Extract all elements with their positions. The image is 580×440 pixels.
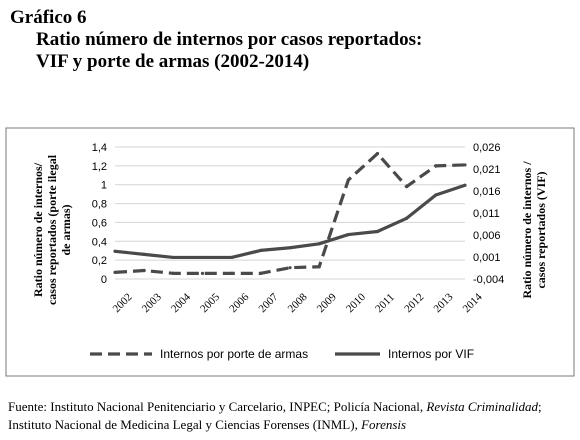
y-left-tick-label: 0,4 (92, 236, 107, 248)
data-point (463, 163, 467, 167)
x-tick-label: 2006 (227, 291, 251, 315)
x-tick-label: 2008 (286, 291, 310, 315)
chart-header: Gráfico 6 Ratio número de internos por c… (10, 6, 422, 73)
data-point (405, 185, 409, 189)
y-right-tick-label: 0,021 (473, 164, 501, 176)
legend: Internos por porte de armas Internos por … (90, 347, 474, 361)
legend-label: Internos por VIF (388, 347, 474, 361)
y-right-tick-label: -0,004 (473, 274, 504, 286)
chart-title-line-2: VIF y porte de armas (2002-2014) (36, 51, 310, 72)
chart-frame (5, 127, 575, 377)
data-point (230, 255, 234, 260)
source-last: Forensis (361, 417, 407, 432)
data-point (375, 152, 380, 156)
legend-label: Internos por porte de armas (160, 347, 308, 361)
chart-title-line-1: Ratio número de internos por casos repor… (36, 29, 423, 50)
y-right-axis-label-line: casos reportados (VIF) (534, 171, 548, 288)
data-point (200, 255, 205, 260)
x-tick-label: 2013 (431, 291, 455, 315)
y-right-tick-label: 0,011 (473, 208, 500, 220)
data-point (113, 249, 117, 253)
x-tick-label: 2002 (111, 291, 135, 315)
y-left-tick-label: 0,6 (92, 217, 107, 229)
x-tick-label: 2012 (402, 291, 426, 315)
x-tick-label: 2010 (344, 291, 368, 315)
series-lines (113, 152, 467, 275)
source-journal: Revista Criminalidad (426, 399, 539, 414)
x-tick-label: 2009 (315, 291, 339, 315)
data-point (463, 183, 467, 187)
x-tick-label: 2007 (256, 291, 280, 315)
y-right-tick-label: 0,026 (473, 142, 501, 154)
data-point (288, 246, 292, 250)
y-left-tick-label: 0,2 (92, 255, 107, 267)
y-right-tick-label: 0,016 (473, 186, 501, 198)
legend-entry-porte-armas: Internos por porte de armas (90, 347, 308, 361)
legend-entry-vif: Internos por VIF (335, 347, 474, 361)
data-point (375, 229, 380, 234)
data-point (317, 265, 321, 269)
data-point (346, 178, 350, 182)
y-left-axis-label: Ratio número de internos/casos reportado… (31, 154, 73, 305)
axis-labels: Ratio número de internos/casos reportado… (31, 154, 548, 305)
figure-number: Gráfico 6 (10, 7, 87, 28)
y-right-tick-label: 0,001 (473, 252, 501, 264)
data-point (434, 164, 438, 168)
data-point (142, 268, 146, 273)
x-tick-label: 2014 (461, 291, 485, 315)
y-left-axis-label-line: de armas) (59, 205, 73, 256)
data-point (346, 232, 350, 237)
y-right-axis-label: Ratio número de internos / casos reportad… (520, 161, 548, 299)
data-point (259, 248, 263, 252)
y-left-tick-label: 1,2 (92, 161, 107, 173)
y-left-axis-label-line: Ratio número de internos/ (31, 162, 45, 297)
y-right-tick-label: 0,006 (473, 230, 501, 242)
source-prefix: Fuente: Instituto Nacional Penitenciario… (8, 399, 427, 414)
data-point (434, 193, 438, 197)
x-tick-label: 2003 (140, 291, 164, 315)
source-note: Fuente: Instituto Nacional Penitenciario… (8, 398, 574, 434)
x-tick-label: 2005 (198, 291, 222, 315)
data-point (288, 266, 292, 270)
y-left-tick-label: 0 (101, 274, 107, 286)
data-point (405, 216, 409, 220)
tick-labels: 0 0,2 0,4 0,6 0,8 1 1,2 1,4 -0,004 0,001 0,006 0,01… (92, 142, 505, 315)
source-middle: ; Instituto Nacional de Medicina Legal y… (8, 399, 542, 432)
data-point (230, 271, 234, 275)
y-right-axis-label-line: Ratio número de internos / (520, 161, 534, 299)
data-point (259, 271, 263, 275)
gridlines (115, 146, 465, 280)
x-tick-label: 2011 (373, 291, 397, 315)
data-point (317, 242, 321, 246)
y-left-tick-label: 1,4 (92, 142, 107, 154)
y-left-tick-label: 1 (101, 180, 107, 192)
data-point (142, 252, 146, 256)
data-point (200, 271, 205, 275)
y-left-axis-label-line: casos reportados (porte ilegal (45, 154, 59, 305)
y-left-tick-label: 0,8 (92, 199, 107, 211)
data-point (113, 270, 117, 274)
data-point (171, 271, 175, 275)
x-tick-label: 2004 (169, 291, 193, 315)
data-point (171, 255, 175, 260)
